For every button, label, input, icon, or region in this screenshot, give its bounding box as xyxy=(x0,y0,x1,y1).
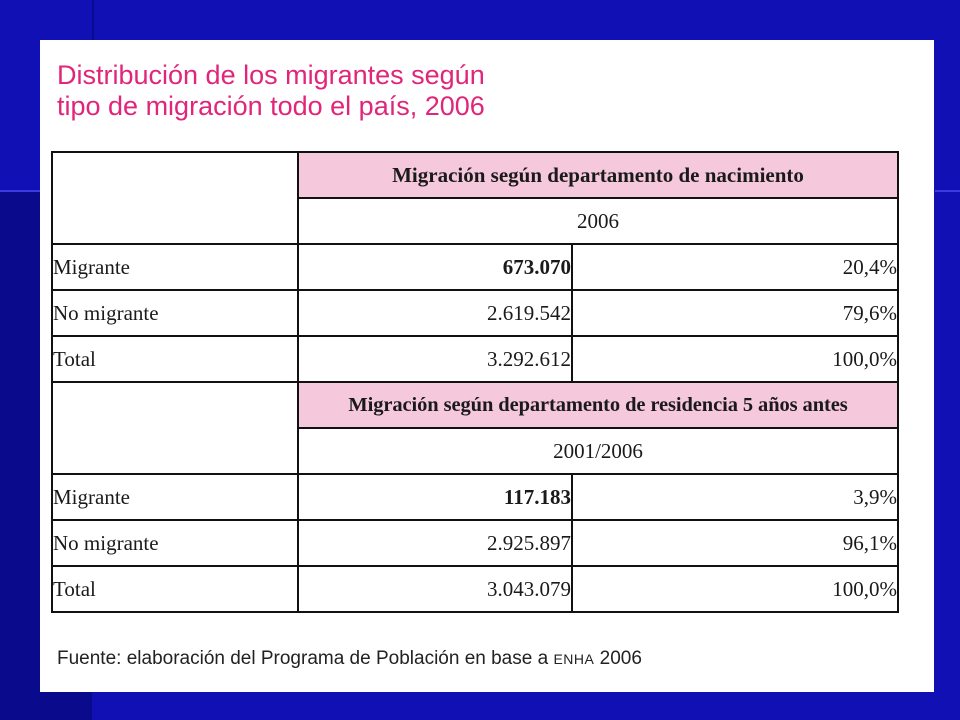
value-cell: 673.070 xyxy=(297,243,573,291)
percent-cell: 100,0% xyxy=(570,335,900,383)
source-year: 2006 xyxy=(599,648,642,669)
source-note: Fuente: elaboración del Programa de Pobl… xyxy=(57,648,642,670)
value-cell: 2.925.897 xyxy=(297,519,573,567)
percent-cell: 100,0% xyxy=(570,565,900,613)
row-label: Total xyxy=(51,565,299,613)
slide-title: Distribución de los migrantes según tipo… xyxy=(57,60,757,122)
percent-cell: 20,4% xyxy=(570,243,900,291)
source-acronym: ENHA xyxy=(553,651,595,667)
source-text: Fuente: elaboración del Programa de Pobl… xyxy=(57,648,549,669)
percent-cell: 79,6% xyxy=(570,289,900,337)
content-panel: Distribución de los migrantes según tipo… xyxy=(40,40,934,692)
percent-cell: 3,9% xyxy=(570,473,900,521)
table-row: Total 3.292.612 100,0% xyxy=(51,335,900,383)
period-label: 2001/2006 xyxy=(296,427,900,475)
value-cell: 3.043.079 xyxy=(297,565,573,613)
table-row: 2001/2006 xyxy=(52,427,900,475)
table-row: 2006 xyxy=(52,197,900,245)
title-line-2: tipo de migración todo el país, 2006 xyxy=(57,91,485,121)
value-cell: 2.619.542 xyxy=(297,289,573,337)
table-row: Total 3.043.079 100,0% xyxy=(51,565,900,613)
table-row: Migración según departamento de residenc… xyxy=(51,381,900,475)
background-line xyxy=(0,190,40,192)
empty-cell xyxy=(51,151,299,245)
period-label: 2006 xyxy=(296,197,900,245)
table-row: No migrante 2.619.542 79,6% xyxy=(51,289,900,337)
section-header: Migración según departamento de residenc… xyxy=(296,381,900,429)
row-label: No migrante xyxy=(51,289,299,337)
value-cell: 117.183 xyxy=(297,473,573,521)
table-row: No migrante 2.925.897 96,1% xyxy=(51,519,900,567)
migration-table: Migración según departamento de nacimien… xyxy=(51,151,900,613)
empty-cell xyxy=(51,381,299,475)
background-line xyxy=(935,190,960,192)
section-header: Migración según departamento de nacimien… xyxy=(296,151,900,199)
background-line xyxy=(92,0,94,40)
title-line-1: Distribución de los migrantes según xyxy=(57,60,485,90)
row-label: Migrante xyxy=(51,473,299,521)
table-row: Migración según departamento de nacimien… xyxy=(51,151,900,245)
table-row: Migrante 673.070 20,4% xyxy=(51,243,900,291)
value-cell: 3.292.612 xyxy=(297,335,573,383)
table-row: Migrante 117.183 3,9% xyxy=(51,473,900,521)
row-label: Total xyxy=(51,335,299,383)
percent-cell: 96,1% xyxy=(570,519,900,567)
row-label: No migrante xyxy=(51,519,299,567)
row-label: Migrante xyxy=(51,243,299,291)
